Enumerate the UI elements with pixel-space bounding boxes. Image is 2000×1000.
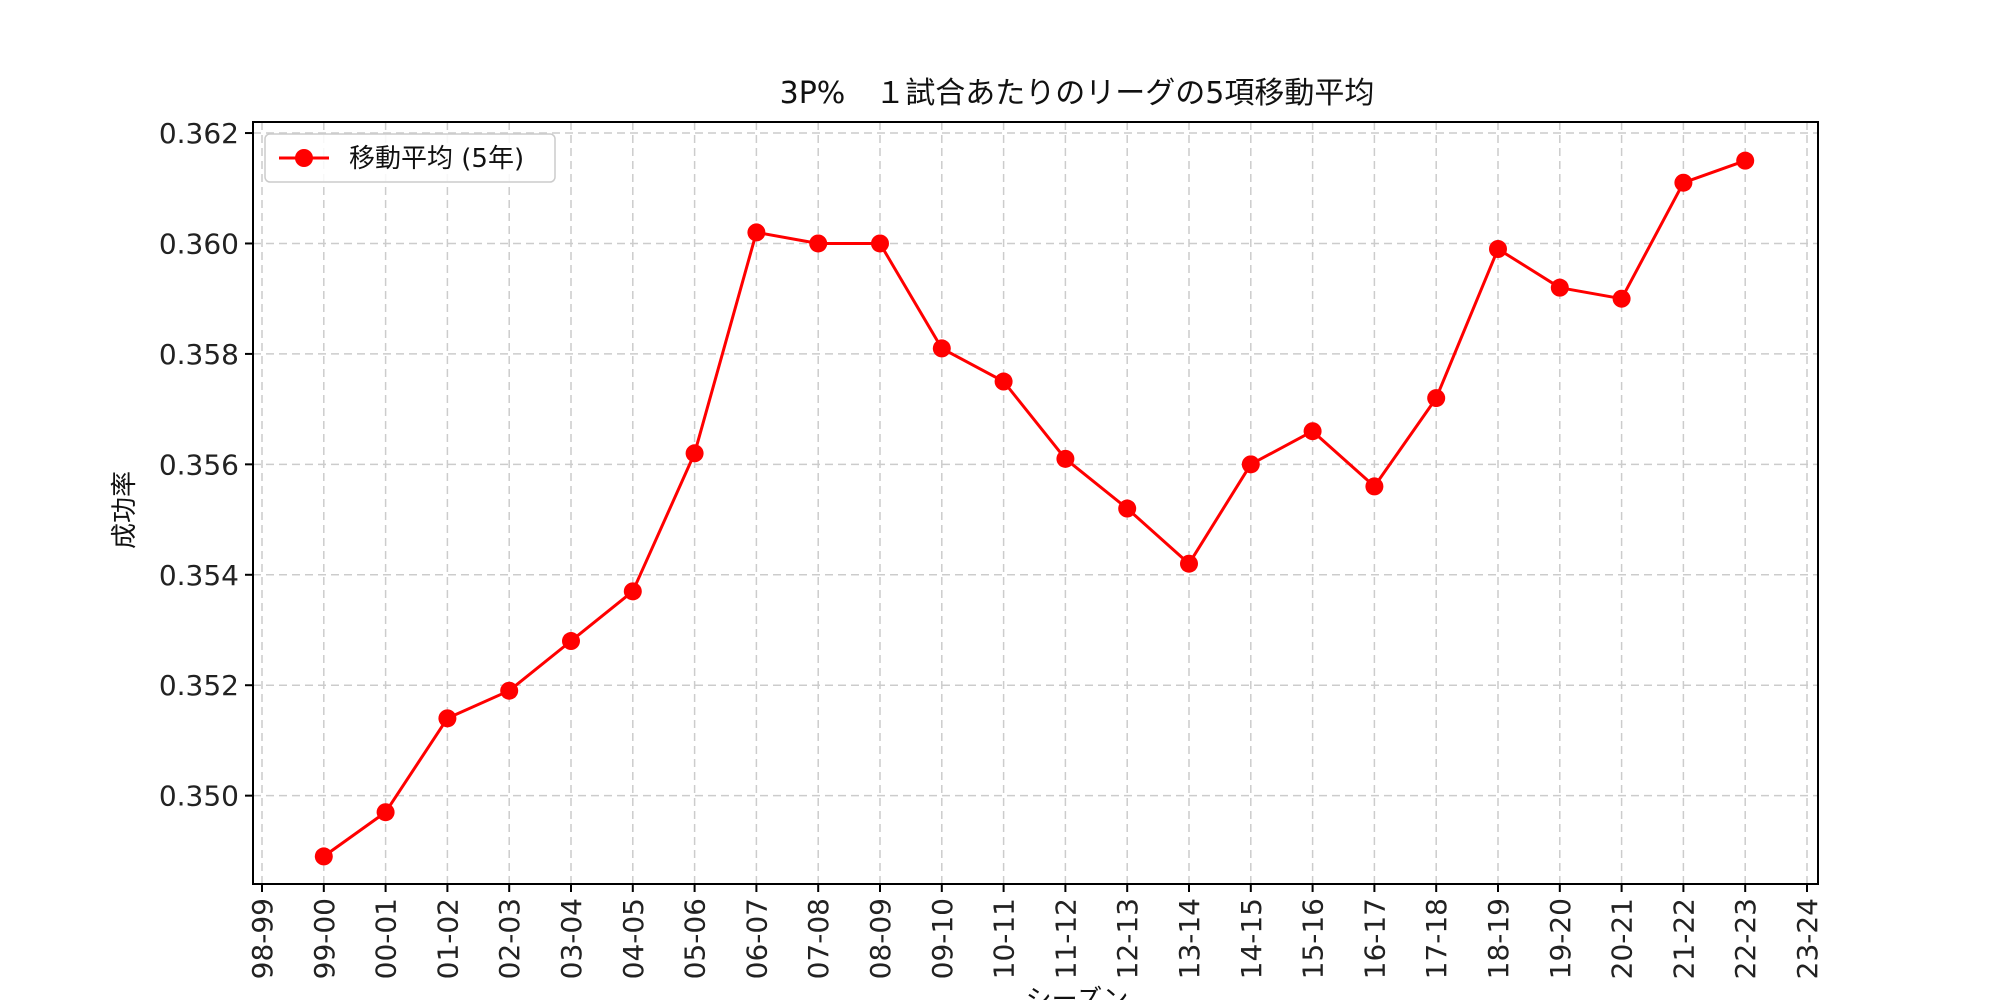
data-point <box>438 709 457 728</box>
x-tick-label: 99-00 <box>308 898 341 979</box>
data-point <box>1736 151 1755 170</box>
x-tick-label: 11-12 <box>1049 898 1082 979</box>
x-tick-label: 98-99 <box>246 898 279 979</box>
x-tick-label: 12-13 <box>1111 898 1144 979</box>
data-point <box>809 234 828 253</box>
y-tick-label: 0.360 <box>159 227 239 260</box>
series-layer <box>314 151 1755 866</box>
data-point <box>314 847 333 866</box>
chart-title: 3P% １試合あたりのリーグの5項移動平均 <box>780 76 1375 111</box>
y-axis-label: 成功率 <box>110 471 140 549</box>
data-point <box>1427 389 1446 408</box>
grid <box>253 122 1818 884</box>
y-tick-label: 0.354 <box>159 559 239 592</box>
data-point <box>1241 455 1260 474</box>
x-tick-label: 17-18 <box>1420 898 1453 979</box>
data-point <box>1180 554 1198 573</box>
data-point <box>623 582 642 601</box>
legend-label: 移動平均 (5年) <box>349 144 524 174</box>
data-point <box>1365 477 1384 496</box>
data-point <box>994 372 1013 391</box>
x-tick-label: 19-20 <box>1544 898 1577 979</box>
series-line <box>322 159 1746 858</box>
data-point <box>747 223 766 242</box>
y-tick-label: 0.362 <box>159 117 239 150</box>
plot-frame <box>252 121 1819 885</box>
data-point <box>1489 240 1507 258</box>
x-tick-label: 03-04 <box>555 898 588 979</box>
x-tick-label: 08-09 <box>864 898 897 979</box>
x-tick-label: 14-15 <box>1235 898 1268 979</box>
y-tick-label: 0.356 <box>159 448 239 481</box>
x-tick-label: 09-10 <box>926 898 959 979</box>
y-tick-label: 0.358 <box>159 338 239 371</box>
x-tick-label: 05-06 <box>679 898 712 979</box>
data-point <box>932 339 951 358</box>
x-tick-label: 21-22 <box>1667 898 1700 979</box>
x-tick-label: 01-02 <box>431 898 464 979</box>
x-tick-label: 13-14 <box>1173 898 1206 979</box>
legend: 移動平均 (5年) <box>264 133 556 183</box>
data-point <box>1550 278 1569 297</box>
x-tick-label: 04-05 <box>617 898 650 979</box>
data-point <box>1612 289 1631 308</box>
x-tick-label: 16-17 <box>1358 898 1391 979</box>
x-tick-label: 02-03 <box>493 898 526 979</box>
x-tick-label: 23-24 <box>1791 898 1824 979</box>
data-point <box>1303 422 1322 441</box>
x-tick-label: 00-01 <box>370 898 403 979</box>
x-tick-label: 20-21 <box>1606 898 1639 979</box>
axes: 0.350 0.352 0.354 0.356 0.358 0.360 0.362 98-99… <box>159 117 1824 979</box>
x-tick-label: 18-19 <box>1482 898 1515 979</box>
legend-marker <box>295 149 313 167</box>
x-tick-label: 10-11 <box>988 898 1021 979</box>
data-point <box>1674 173 1693 192</box>
legend-box <box>264 133 556 183</box>
x-tick-label: 07-08 <box>802 898 835 979</box>
y-tick-label: 0.352 <box>159 669 239 702</box>
x-tick-label: 15-16 <box>1297 898 1330 979</box>
x-axis-label: シーズン <box>1026 985 1129 1000</box>
x-tick-label: 22-23 <box>1729 898 1762 979</box>
data-point <box>685 444 704 463</box>
data-point <box>376 803 395 822</box>
data-point <box>562 632 580 651</box>
data-point <box>871 234 889 253</box>
y-tick-label: 0.350 <box>159 780 239 813</box>
x-tick-label: 06-07 <box>740 898 773 979</box>
data-point <box>1056 449 1075 468</box>
data-point <box>500 681 519 700</box>
data-point <box>1118 499 1137 518</box>
